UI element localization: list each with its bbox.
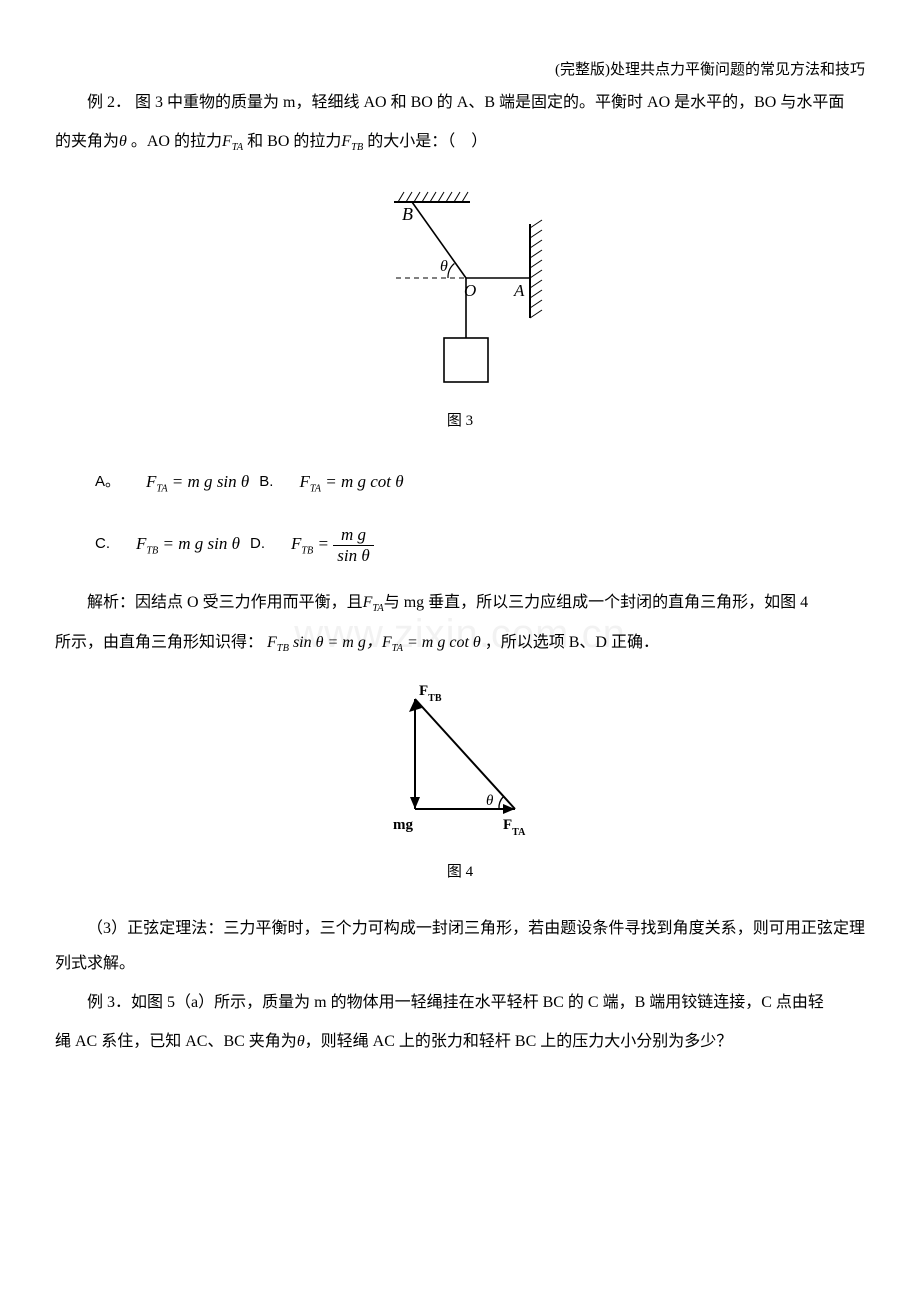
page-header-note: (完整版)处理共点力平衡问题的常见方法和技巧 [55,60,865,81]
fig3-label-B: B [402,204,413,224]
analysis-text4: ，所以选项 B、D 正确． [485,634,659,651]
analysis-text2: 与 mg 垂直，所以三力应组成一个封闭的直角三角形，如图 4 [384,594,808,611]
fig4-arrow-fta [503,804,515,814]
option-D-label: D. [244,535,287,552]
figure-4-caption: 图 4 [55,856,865,889]
analysis-text3: 所示，由直角三角形知识得： [55,634,263,651]
option-D-num: m g [333,526,373,546]
fig3-label-A: A [513,281,525,300]
example2-text2b: 。AO 的拉力 [131,133,222,150]
analysis-text1: 因结点 O 受三力作用而平衡，且 [135,594,363,611]
example3-paragraph-2: 绳 AC 系住，已知 AC、BC 夹角为θ，则轻绳 AC 上的张力和轻杆 BC … [55,1024,865,1059]
option-B-math: FTA = m g cot θ [299,472,403,491]
fig3-label-theta: θ [440,258,448,275]
section3-paragraph: （3）正弦定理法：三力平衡时，三个力可构成一封闭三角形，若由题设条件寻找到角度关… [55,911,865,981]
figure-4-svg: θ FTB mg FTA [375,679,545,844]
example3-text2: 绳 AC 系住，已知 AC、BC 夹角为 [55,1033,297,1050]
option-B-label: B. [253,473,295,490]
analysis-paragraph-1: 解析：因结点 O 受三力作用而平衡，且FTA与 mg 垂直，所以三力应组成一个封… [55,585,865,621]
example2-text1: 图 3 中重物的质量为 m，轻细线 AO 和 BO 的 A、B 端是固定的。平衡… [135,94,844,111]
example3-text3: ，则轻绳 AC 上的张力和轻杆 BC 上的压力大小分别为多少？ [305,1033,733,1050]
option-row-CD: C. FTB = m g sin θ D. FTB = m g sin θ [95,522,865,566]
example2-text2c: 和 BO 的拉力 [247,133,341,150]
theta-symbol: θ [119,133,127,150]
option-A-math: FTA = m g sin θ [146,472,249,491]
option-C-label: C. [95,535,132,552]
example2-text2d: 的大小是：（ ） [367,133,487,150]
ftb-symbol: FTB [341,133,363,150]
figure-3: B θ O A [55,178,865,393]
example2-paragraph: 例 2． 图 3 中重物的质量为 m，轻细线 AO 和 BO 的 A、B 端是固… [55,85,865,120]
figure-3-svg: B θ O A [370,178,550,393]
example2-paragraph-line2: 的夹角为θ 。AO 的拉力FTA 和 BO 的拉力FTB 的大小是：（ ） [55,124,865,160]
option-A-label: A。 [95,473,142,490]
fig4-label-fta: FTA [503,817,526,838]
analysis-fta: FTA [363,594,384,611]
example2-text2a: 的夹角为 [55,133,119,150]
fig4-label-mg: mg [393,817,413,833]
example3-theta: θ [297,1033,305,1050]
example3-paragraph-1: 例 3．如图 5（a）所示，质量为 m 的物体用一轻绳挂在水平轻杆 BC 的 C… [55,985,865,1020]
fig4-label-theta: θ [486,793,494,809]
figure-4: θ FTB mg FTA [55,679,865,844]
analysis-prefix: 解析： [87,594,135,611]
analysis-eq: FTB sin θ = m g，FTA = m g cot θ [267,634,481,651]
analysis-paragraph-2: 所示，由直角三角形知识得： FTB sin θ = m g，FTA = m g … [55,625,865,661]
figure-3-caption: 图 3 [55,405,865,438]
option-row-AB: A。 FTA = m g sin θ B. FTA = m g cot θ [95,460,865,504]
fta-symbol: FTA [222,133,243,150]
options-block: A。 FTA = m g sin θ B. FTA = m g cot θ C.… [95,460,865,566]
example2-prefix: 例 2． [55,94,131,111]
option-C-math: FTB = m g sin θ [136,534,240,553]
example3-prefix: 例 3． [87,994,131,1011]
option-D-math: FTB = m g sin θ [291,534,374,553]
example3-text1: 如图 5（a）所示，质量为 m 的物体用一轻绳挂在水平轻杆 BC 的 C 端，B… [131,994,824,1011]
fig4-arrow-mg [410,797,420,809]
option-D-den: sin θ [333,546,373,565]
fig4-label-ftb: FTB [419,683,442,704]
